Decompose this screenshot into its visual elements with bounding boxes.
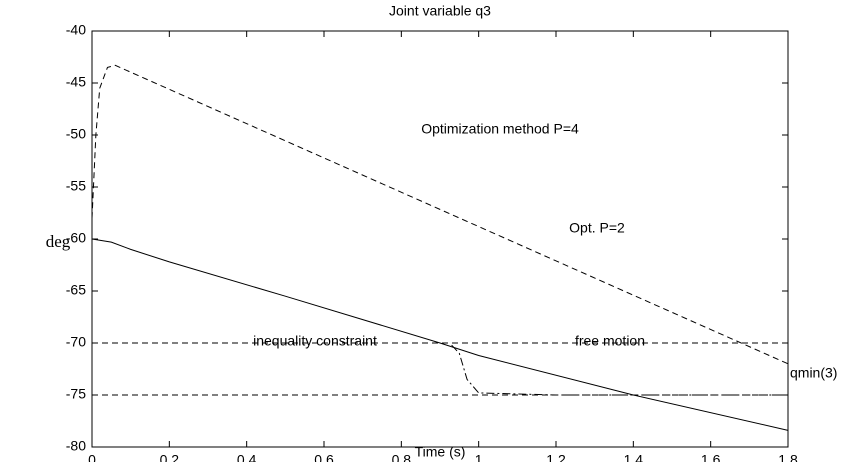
- y-tick-label: -45: [66, 74, 86, 90]
- data-line: [91, 64, 789, 365]
- chart-title: Joint variable q3: [389, 3, 491, 19]
- annotation: Opt. P=2: [569, 220, 625, 236]
- y-tick-label: -60: [66, 230, 86, 246]
- x-tick-label: 0.6: [314, 452, 334, 462]
- x-tick-label: 0.8: [392, 452, 412, 462]
- annotation: Optimization method P=4: [421, 121, 579, 137]
- y-tick-label: -55: [66, 178, 86, 194]
- x-tick-label: 1: [475, 452, 483, 462]
- x-tick-label: 1.2: [546, 452, 566, 462]
- data-line: [451, 344, 788, 396]
- y-tick-label: -75: [66, 386, 86, 402]
- x-tick-label: 0.2: [160, 452, 180, 462]
- y-tick-label: -80: [66, 438, 86, 454]
- data-line: [91, 238, 789, 431]
- y-tick-label: -50: [66, 126, 86, 142]
- x-tick-label: 1.6: [701, 452, 721, 462]
- annotation: inequality constraint: [253, 333, 377, 349]
- x-tick-label: 0.4: [237, 452, 257, 462]
- x-tick-label: 1.8: [778, 452, 798, 462]
- y-axis-label: deg: [46, 232, 71, 251]
- y-tick-label: -65: [66, 282, 86, 298]
- x-axis-label: Time (s): [415, 444, 466, 460]
- x-tick-label: 1.4: [624, 452, 644, 462]
- x-tick-label: 0: [88, 452, 96, 462]
- annotation: qmin(3): [790, 365, 837, 381]
- annotation: free motion: [575, 333, 645, 349]
- y-tick-label: -40: [66, 22, 86, 38]
- y-tick-label: -70: [66, 334, 86, 350]
- plot-frame: [91, 30, 789, 448]
